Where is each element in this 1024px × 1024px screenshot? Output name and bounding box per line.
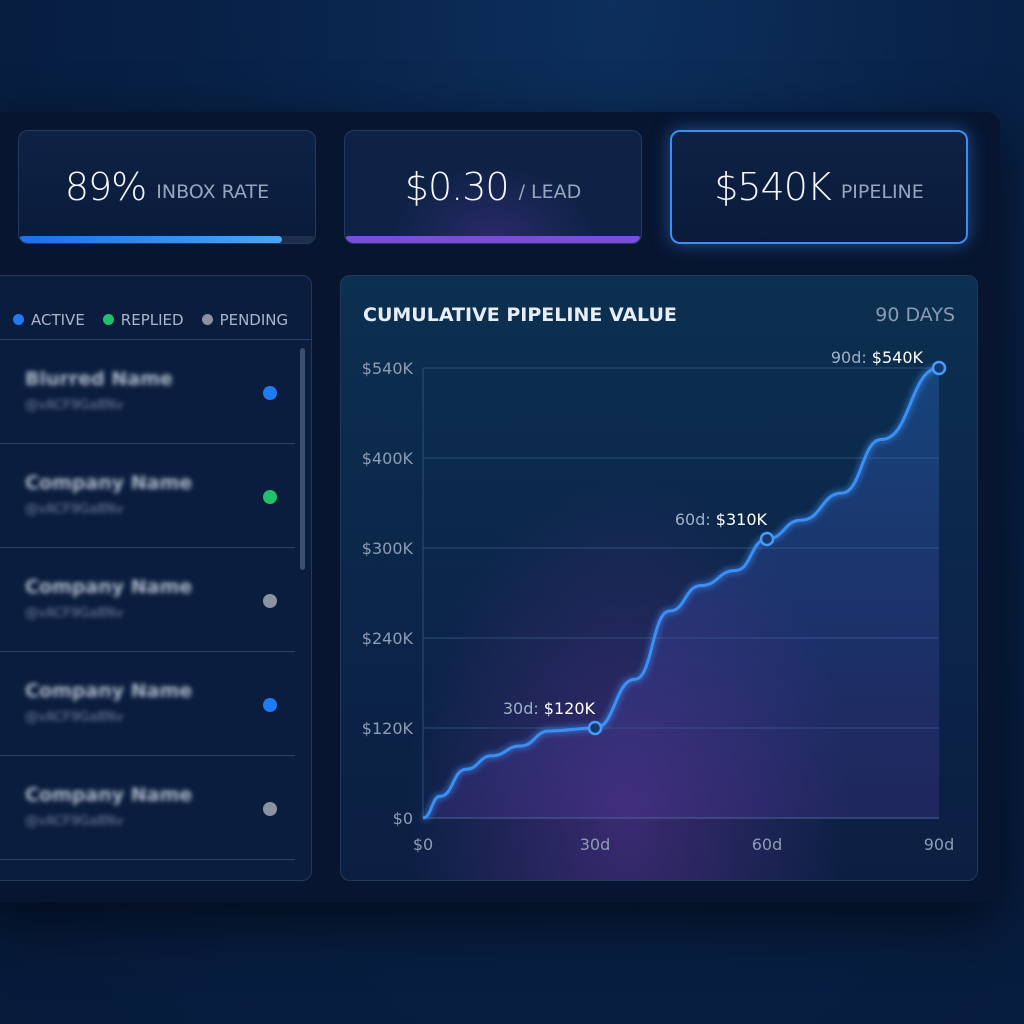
replied-dot-icon [102,314,114,325]
status-dot-icon [263,594,277,608]
contact-row[interactable]: Company Name @vACF9Ga8Nv [0,652,295,756]
annotation-label: 30d: $120K [503,699,596,718]
y-tick-label: $120K [362,719,414,738]
kpi-label: PIPELINE [840,181,924,203]
legend-label: PENDING [219,310,289,329]
contact-name: Company Name [25,576,193,598]
status-dot-icon [263,490,277,504]
contact-handle: @vACF9Ga8Nv [25,710,123,725]
y-tick-label: $300K [362,539,414,558]
pipeline-chart: CUMULATIVE PIPELINE VALUE 90 DAYS $0 $120… [340,275,978,881]
y-tick-label: $0 [393,809,413,828]
kpi-progress-bar [19,236,283,243]
legend-label: ACTIVE [31,310,85,329]
annotation-value: $120K [544,699,596,718]
contact-row[interactable]: Company Name @vACF9Ga8Nv [0,444,295,548]
kpi-pipeline: $540K PIPELINE [670,130,968,244]
contact-name: Blurred Name [25,368,173,390]
x-tick-label: 30d [580,835,611,854]
kpi-value: 89% [64,165,147,209]
contact-name: Company Name [25,472,193,494]
active-dot-icon [13,314,24,325]
chart-title: CUMULATIVE PIPELINE VALUE [363,304,677,326]
data-point-marker [931,360,947,376]
contact-handle: @vACF9Ga8Nv [25,814,123,829]
kpi-cost-per-lead: $0.30 / LEAD [344,130,642,244]
contact-handle: @vACF9Ga8Nv [25,502,123,517]
status-dot-icon [263,802,277,816]
annotation-label: 60d: $310K [675,510,768,529]
x-tick-label: 60d [752,835,783,854]
kpi-label: INBOX RATE [156,181,270,203]
contact-name: Company Name [25,680,193,702]
legend-pending: PENDING [201,300,289,339]
contact-handle: @vACF9Ga8Nv [25,398,123,413]
contact-name: Company Name [25,784,193,806]
legend-replied: REPLIED [102,300,184,339]
annotation-value: $540K [872,348,924,367]
contact-row[interactable]: Company Name @vACF9Ga8Nv [0,548,295,652]
status-legend: ACTIVE REPLIED PENDING [0,276,311,340]
annotation-value: $310K [716,510,768,529]
annotation-label: 90d: $540K [831,348,924,367]
chart-range[interactable]: 90 DAYS [875,304,955,326]
contact-handle: @vACF9Ga8Nv [25,606,123,621]
status-dot-icon [263,698,277,712]
contact-row[interactable]: Company Name @vACF9Ga8Nv [0,756,295,860]
area-fill [423,368,939,818]
data-point-marker [759,531,775,547]
y-tick-label: $400K [362,449,414,468]
kpi-inbox-rate: 89% INBOX RATE [18,130,316,244]
kpi-progress-bar [345,236,641,243]
kpi-label: / LEAD [518,181,582,203]
contact-list: ACTIVE REPLIED PENDING Blurred Name @vAC… [0,275,312,881]
data-point-marker [587,720,603,736]
annotation-day: 90d: [831,348,867,367]
y-tick-label: $540K [362,359,414,378]
pending-dot-icon [201,314,213,325]
y-tick-label: $240K [362,629,414,648]
legend-active: ACTIVE [13,300,85,339]
kpi-value: $0.30 [404,165,510,209]
x-tick-label: $0 [413,835,433,854]
scrollbar[interactable] [300,348,305,570]
status-dot-icon [263,386,277,400]
kpi-value: $540K [714,165,832,209]
annotation-day: 30d: [503,699,539,718]
chart-canvas: $0 $120K $240K $300K $400K $540K $0 30d 60d 90d 30… [362,348,955,854]
x-tick-label: 90d [924,835,955,854]
legend-label: REPLIED [120,310,184,329]
annotation-day: 60d: [675,510,711,529]
series-line [422,366,940,820]
contact-row[interactable]: Blurred Name @vACF9Ga8Nv [0,340,295,444]
